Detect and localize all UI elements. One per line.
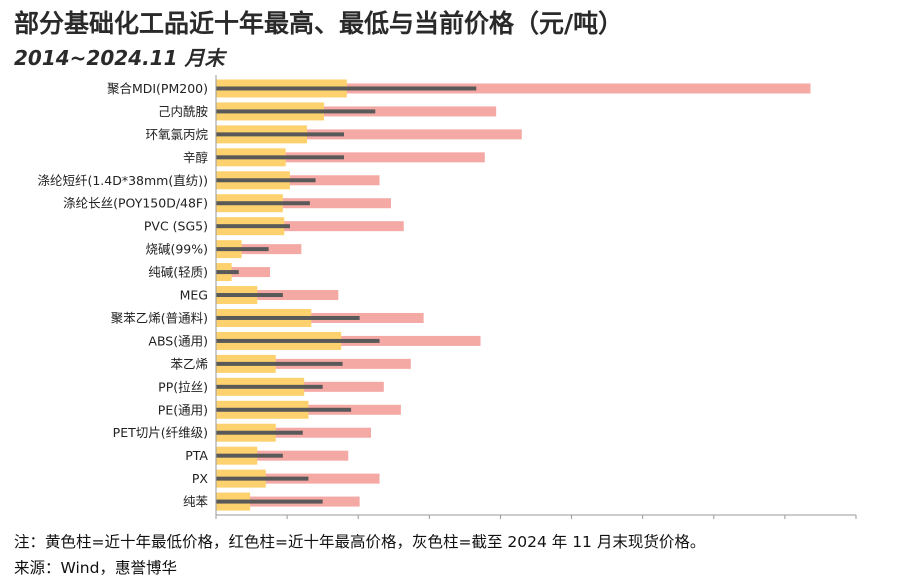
category-label: PP(拉丝) (158, 379, 208, 394)
current-price-bar (216, 338, 380, 343)
category-label: 己内酰胺 (158, 104, 208, 119)
current-price-bar (216, 201, 310, 206)
category-label: 环氧氯丙烷 (145, 127, 208, 142)
category-label: 辛醇 (183, 150, 208, 165)
category-label: 纯苯 (183, 494, 209, 509)
current-price-bar (216, 315, 360, 320)
category-label: 烧碱(99%) (145, 242, 208, 257)
x-tick-label: 20000 (481, 527, 521, 530)
category-label: PTA (185, 448, 208, 463)
max-price-bar (216, 83, 811, 94)
x-tick-label: 15000 (409, 527, 449, 530)
category-label: MEG (180, 288, 208, 303)
category-label: 涤纶长丝(POY150D/48F) (63, 196, 208, 211)
current-price-bar (216, 384, 323, 389)
category-label: 聚苯乙烯(普通料) (111, 310, 208, 325)
current-price-bar (216, 247, 269, 252)
x-tick-label: 25000 (552, 527, 592, 530)
chart-source: 来源：Wind，惠誉博华 (14, 559, 177, 577)
x-tick-label: 5000 (271, 527, 303, 530)
category-label: PET切片(纤维级) (113, 425, 208, 440)
current-price-bar (216, 86, 477, 91)
current-price-bar (216, 109, 376, 114)
x-tick-label: 10000 (338, 527, 378, 530)
max-price-bar (216, 129, 522, 140)
category-label: 苯乙烯 (170, 356, 208, 371)
current-price-bar (216, 361, 343, 366)
current-price-bar (216, 293, 283, 298)
current-price-bar (216, 270, 239, 275)
current-price-bar (216, 499, 323, 504)
category-label: PX (192, 471, 209, 486)
max-price-bar (216, 152, 485, 163)
category-label: ABS(通用) (148, 333, 208, 348)
bar-chart: 聚合MDI(PM200) 己内酰胺环氧氯丙烷辛醇涤纶短纤(1.4D*38mm(直纺… (37, 75, 876, 530)
current-price-bar (216, 224, 290, 229)
x-tick-label: 35000 (694, 527, 734, 530)
current-price-bar (216, 430, 303, 435)
chart-subtitle: 2014~2024.11 月末 (14, 46, 225, 70)
current-price-bar (216, 407, 352, 412)
current-price-bar (216, 476, 309, 481)
category-label: PE(通用) (158, 402, 208, 417)
category-label: 纯碱(轻质) (148, 265, 208, 280)
x-tick-label: 30000 (623, 527, 663, 530)
x-tick-label: 45000 (836, 527, 876, 530)
max-price-bar (216, 267, 271, 278)
category-label: 聚合MDI(PM200) (107, 81, 208, 96)
category-label: 涤纶短纤(1.4D*38mm(直纺)) (37, 173, 208, 188)
category-label: PVC (SG5) (144, 219, 208, 234)
current-price-bar (216, 453, 283, 458)
max-price-bar (216, 221, 404, 232)
chart-footnote: 注：黄色柱=近十年最低价格，红色柱=近十年最高价格，灰色柱=截至 2024 年 … (14, 533, 706, 551)
current-price-bar (216, 178, 316, 183)
current-price-bar (216, 155, 344, 160)
chart-title: 部分基础化工品近十年最高、最低与当前价格（元/吨） (14, 9, 624, 38)
x-tick-label: 0 (212, 527, 220, 530)
x-tick-label: 40000 (765, 527, 805, 530)
current-price-bar (216, 132, 344, 137)
